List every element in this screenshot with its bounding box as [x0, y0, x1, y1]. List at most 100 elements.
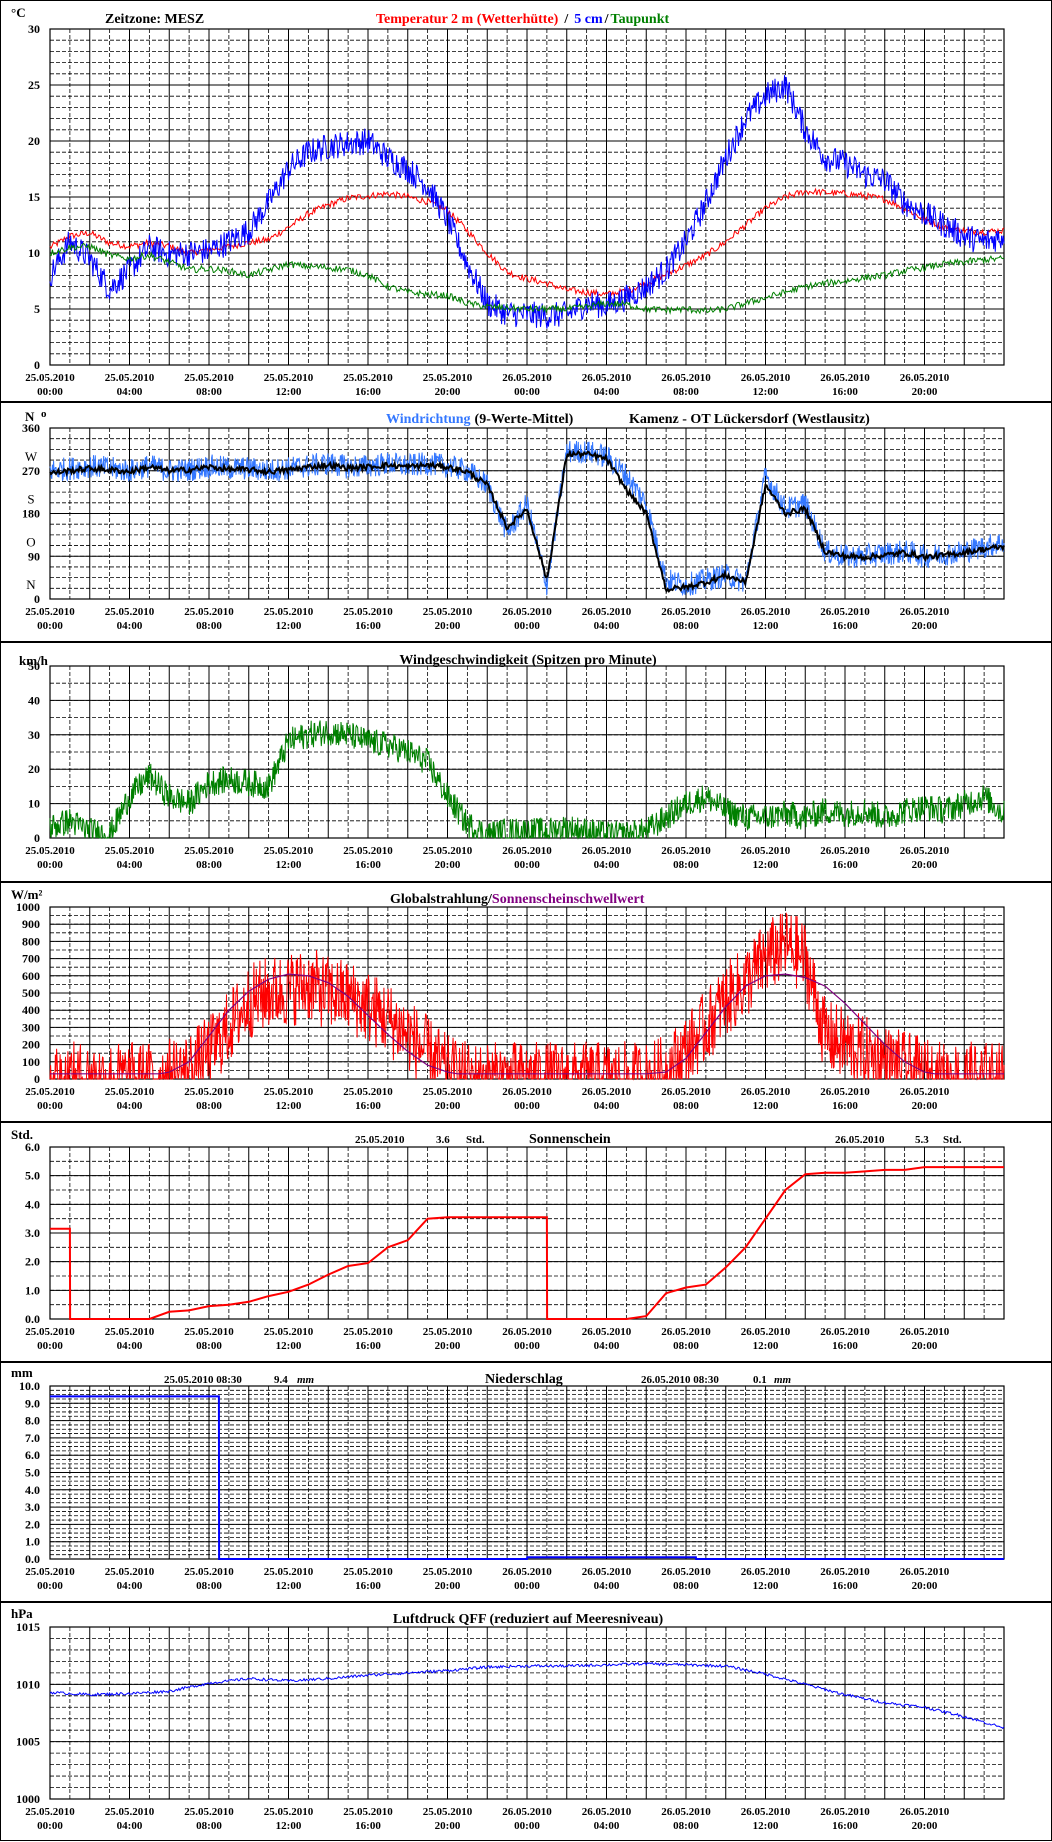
x-tick-time: 16:00: [832, 1100, 858, 1112]
y-tick-label: 1.0: [25, 1283, 40, 1297]
title-5cm: 5 cm: [574, 12, 603, 27]
x-tick-time: 12:00: [276, 1340, 302, 1352]
y-tick-label: 0: [34, 1072, 40, 1086]
y-tick-label: 300: [22, 1020, 40, 1034]
wind-speed-chart-panel: 0 10 20 30 40 50 25.05.2010 00:00 25.05.2010 04:0…: [1, 641, 1052, 881]
temperature-chart-panel: 0 5 10 15 20 25 30 25.05.2010 00:00 25.05.2010 04:…: [1, 1, 1052, 401]
x-tick-date: 26.05.2010: [741, 606, 791, 618]
temperature-chart: 0 5 10 15 20 25 30 25.05.2010 00:00 25.05.2010 04:…: [11, 5, 1005, 398]
y-tick-label: 20: [28, 134, 40, 148]
plot-frame: [49, 906, 1005, 1080]
grid: [49, 427, 1005, 600]
series-line-9-werte-mittel: [49, 448, 1005, 594]
panel-separator: [1, 1601, 1052, 1603]
x-tick-time: 20:00: [435, 859, 461, 871]
y-tick-label: 10.0: [19, 1379, 40, 1393]
x-tick-time: 20:00: [912, 1820, 938, 1832]
x-tick-time: 04:00: [117, 1340, 143, 1352]
x-tick-time: 16:00: [832, 620, 858, 632]
x-tick-time: 04:00: [594, 1820, 620, 1832]
x-tick-date: 26.05.2010: [502, 1566, 552, 1578]
chart-title: Luftdruck QFF (reduziert auf Meeresnivea…: [393, 1612, 664, 1627]
x-tick-time: 12:00: [753, 1340, 779, 1352]
x-tick-date: 26.05.2010: [502, 1086, 552, 1098]
x-tick-date: 26.05.2010: [661, 1326, 711, 1338]
x-tick-time: 00:00: [514, 859, 540, 871]
x-tick-time: 00:00: [37, 620, 63, 632]
x-tick-time: 00:00: [37, 1100, 63, 1112]
x-tick-time: 12:00: [753, 1820, 779, 1832]
day2-unit: mm: [774, 1374, 792, 1386]
title-threshold: Sonnenscheinschwellwert: [492, 892, 645, 907]
x-tick-time: 08:00: [673, 620, 699, 632]
x-tick-date: 26.05.2010: [820, 1326, 870, 1338]
y-tick-label: 3.0: [25, 1500, 40, 1514]
title-separator: /: [563, 12, 569, 27]
x-tick-date: 26.05.2010: [582, 372, 632, 384]
series-line-taupunkt: [49, 242, 1005, 315]
y-tick-label: 8.0: [25, 1414, 40, 1428]
title-dewpoint: Taupunkt: [611, 12, 670, 27]
x-tick-date: 26.05.2010: [741, 1566, 791, 1578]
x-tick-date: 26.05.2010: [820, 1566, 870, 1578]
y-tick-label: 800: [22, 934, 40, 948]
x-tick-time: 08:00: [673, 386, 699, 398]
x-tick-time: 04:00: [594, 620, 620, 632]
series-line-windgeschwindigkeit: [49, 720, 1005, 840]
chart-title: Sonnenschein: [529, 1132, 611, 1147]
x-tick-time: 00:00: [514, 1100, 540, 1112]
y-tick-label: 0.0: [25, 1312, 40, 1326]
x-tick-time: 08:00: [196, 859, 222, 871]
x-tick-date: 25.05.2010: [25, 1806, 75, 1818]
x-tick-time: 16:00: [832, 386, 858, 398]
x-tick-date: 26.05.2010: [900, 606, 950, 618]
y-tick-label: 0: [34, 592, 40, 606]
station-label: Kamenz - OT Lückersdorf (Westlausitz): [629, 412, 870, 427]
x-tick-time: 00:00: [37, 1340, 63, 1352]
radiation-chart-panel: 0 100 200 300 400 500 600 700 800 900 1000 25.05.20…: [1, 881, 1052, 1121]
x-tick-date: 25.05.2010: [105, 372, 155, 384]
x-tick-date: 25.05.2010: [184, 1326, 234, 1338]
x-tick-date: 26.05.2010: [582, 845, 632, 857]
x-tick-time: 12:00: [276, 859, 302, 871]
x-tick-date: 26.05.2010: [502, 1326, 552, 1338]
day2-value: 0.1: [753, 1374, 767, 1386]
x-tick-time: 16:00: [832, 1580, 858, 1592]
x-tick-date: 26.05.2010: [741, 1326, 791, 1338]
y-unit-label: km/h: [19, 653, 49, 668]
x-tick-date: 26.05.2010: [820, 1806, 870, 1818]
x-tick-date: 25.05.2010: [343, 1806, 393, 1818]
x-tick-date: 25.05.2010: [105, 1086, 155, 1098]
x-tick-date: 26.05.2010: [661, 1086, 711, 1098]
compass-label: W: [25, 449, 38, 464]
x-tick-time: 20:00: [912, 1340, 938, 1352]
x-tick-time: 08:00: [196, 620, 222, 632]
y-tick-label: 4.0: [25, 1483, 40, 1497]
day2-date: 26.05.2010: [835, 1134, 885, 1146]
x-tick-date: 25.05.2010: [343, 1566, 393, 1578]
precipitation-chart: 0.0 1.0 2.0 3.0 4.0 5.0 6.0 7.0 8.0 9.0 10.0 25.05.…: [11, 1365, 1005, 1592]
x-tick-time: 04:00: [594, 859, 620, 871]
title-temperature: Temperatur 2 m (Wetterhütte): [376, 12, 559, 27]
pressure-chart-panel: 1000 1005 1010 1015 25.05.2010 00:00 25.05.201…: [1, 1601, 1052, 1842]
x-tick-time: 08:00: [673, 1100, 699, 1112]
x-tick-date: 25.05.2010: [25, 1326, 75, 1338]
precipitation-chart-panel: 0.0 1.0 2.0 3.0 4.0 5.0 6.0 7.0 8.0 9.0 10.0 25.05.…: [1, 1361, 1052, 1601]
y-tick-label: 25: [28, 78, 40, 92]
y-tick-label: 9.0: [25, 1396, 40, 1410]
x-tick-date: 25.05.2010: [184, 845, 234, 857]
chart-title: Temperatur 2 m (Wetterhütte)/5 cm / Taupun…: [376, 12, 669, 27]
x-tick-date: 25.05.2010: [184, 1566, 234, 1578]
x-tick-date: 25.05.2010: [423, 606, 473, 618]
y-tick-label: 10: [28, 246, 40, 260]
x-tick-time: 00:00: [37, 1820, 63, 1832]
chart-title: Windgeschwindigkeit (Spitzen pro Minute): [399, 653, 657, 668]
y-tick-label: 0: [34, 358, 40, 372]
x-tick-date: 25.05.2010: [343, 606, 393, 618]
x-tick-time: 16:00: [832, 1820, 858, 1832]
x-tick-date: 25.05.2010: [423, 1326, 473, 1338]
x-tick-time: 16:00: [355, 620, 381, 632]
y-unit-label: o: [41, 408, 47, 420]
x-tick-date: 26.05.2010: [820, 845, 870, 857]
